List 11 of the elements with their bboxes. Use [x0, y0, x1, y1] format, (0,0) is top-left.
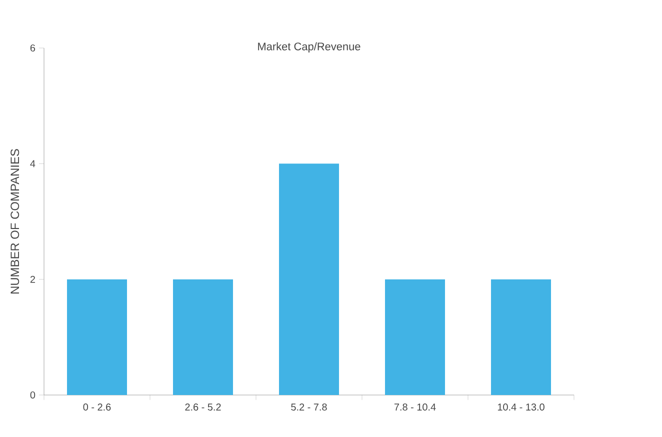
x-tick-label: 7.8 - 10.4	[394, 404, 436, 411]
y-axis-title: NUMBER OF COMPANIES	[10, 149, 20, 294]
y-tick-label: 6	[30, 44, 36, 52]
x-tick-label: 2.6 - 5.2	[185, 404, 221, 411]
y-tick-label: 2	[30, 276, 35, 283]
y-tick-label: 4	[30, 160, 36, 168]
y-tick-label: 0	[30, 391, 36, 399]
x-tick-label: 10.4 - 13.0	[498, 404, 544, 411]
x-tick-label: 0 - 2.6	[83, 404, 111, 411]
chart-title: Market Cap/Revenue	[258, 42, 360, 52]
x-tick-label: 5.2 - 7.8	[291, 404, 327, 411]
